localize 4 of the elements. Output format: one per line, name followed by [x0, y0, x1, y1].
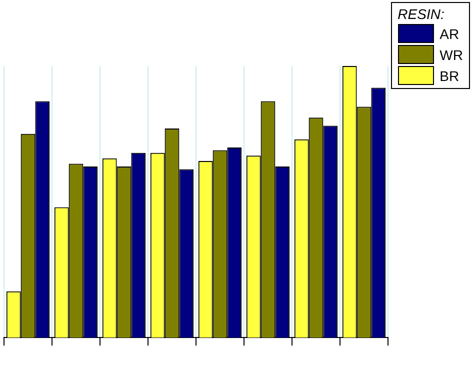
legend-label: AR	[440, 26, 460, 42]
legend-title: RESIN:	[398, 6, 446, 22]
legend-label: WR	[440, 46, 463, 62]
legend-label: BR	[440, 68, 460, 84]
